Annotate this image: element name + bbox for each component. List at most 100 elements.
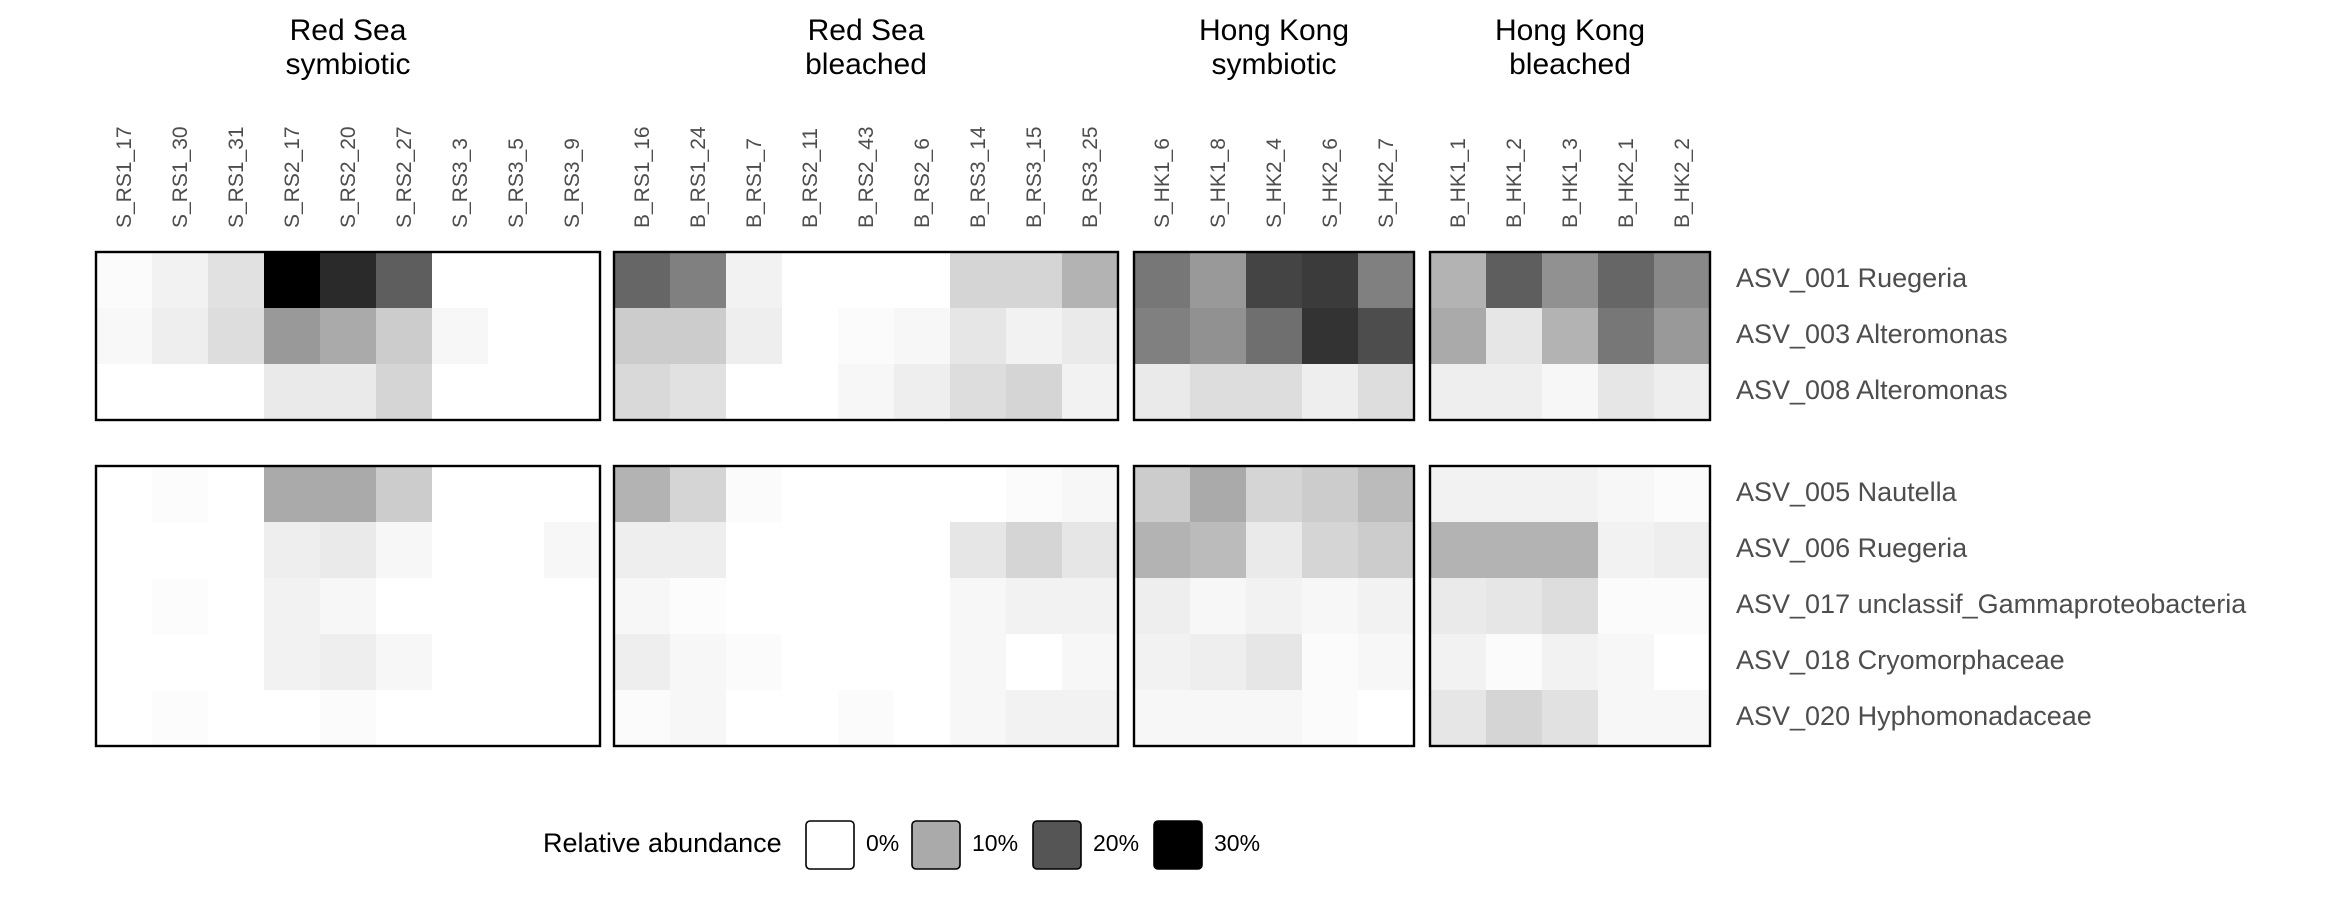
heatmap-cell bbox=[1190, 522, 1247, 579]
heatmap-cell bbox=[1062, 690, 1119, 747]
heatmap-cell bbox=[1486, 466, 1543, 523]
row-label: ASV_017 unclassif_Gammaproteobacteria bbox=[1736, 589, 2247, 619]
heatmap-cell bbox=[1302, 578, 1359, 635]
heatmap-cell bbox=[838, 252, 895, 309]
heatmap-cell bbox=[1006, 578, 1063, 635]
heatmap-cell bbox=[96, 252, 153, 309]
heatmap-cell bbox=[1302, 522, 1359, 579]
heatmap-cell bbox=[432, 690, 489, 747]
heatmap-cell bbox=[544, 690, 601, 747]
heatmap-cell bbox=[1654, 578, 1711, 635]
heatmap-cell bbox=[614, 364, 671, 421]
group-title-1-line-0: Red Sea bbox=[808, 14, 925, 47]
panel-frame bbox=[1428, 464, 1712, 748]
heatmap-cell bbox=[782, 634, 839, 691]
heatmap-cell bbox=[152, 252, 209, 309]
group-title-1-line-1: bleached bbox=[805, 48, 927, 81]
heatmap-cell bbox=[950, 522, 1007, 579]
panel-frame bbox=[1428, 250, 1712, 422]
column-label-S_RS2_27: S_RS2_27 bbox=[393, 126, 416, 228]
column-label-S_RS3_5: S_RS3_5 bbox=[505, 138, 528, 228]
heatmap-cell bbox=[726, 364, 783, 421]
panel-frame bbox=[94, 464, 602, 748]
legend-label: 20% bbox=[1093, 830, 1139, 856]
heatmap-cell bbox=[1486, 252, 1543, 309]
heatmap-cell bbox=[1062, 634, 1119, 691]
heatmap-cell bbox=[264, 252, 321, 309]
heatmap-cell bbox=[894, 522, 951, 579]
heatmap-cell bbox=[1654, 690, 1711, 747]
heatmap-cell bbox=[96, 578, 153, 635]
heatmap-cell bbox=[96, 364, 153, 421]
heatmap-cell bbox=[1006, 252, 1063, 309]
column-label-B_HK2_2: B_HK2_2 bbox=[1671, 138, 1694, 228]
heatmap-cell bbox=[1598, 578, 1655, 635]
heatmap-cell bbox=[726, 578, 783, 635]
row-label: ASV_006 Ruegeria bbox=[1736, 533, 1968, 563]
heatmap-cell bbox=[1542, 634, 1599, 691]
heatmap-cell bbox=[152, 578, 209, 635]
heatmap-cell bbox=[1654, 308, 1711, 365]
heatmap-cell bbox=[208, 252, 265, 309]
heatmap-cell bbox=[1134, 252, 1191, 309]
heatmap-cell bbox=[1542, 364, 1599, 421]
heatmap-cell bbox=[264, 522, 321, 579]
heatmap-cell bbox=[152, 522, 209, 579]
heatmap-cell bbox=[1358, 252, 1415, 309]
heatmap-cell bbox=[1542, 252, 1599, 309]
heatmap-cell bbox=[1430, 690, 1487, 747]
heatmap-cell bbox=[96, 690, 153, 747]
heatmap-cell bbox=[1246, 634, 1303, 691]
column-label-S_RS1_17: S_RS1_17 bbox=[113, 126, 136, 228]
heatmap-cell bbox=[1006, 690, 1063, 747]
heatmap-cell bbox=[1430, 578, 1487, 635]
heatmap-cell bbox=[488, 690, 545, 747]
heatmap-cell bbox=[544, 252, 601, 309]
group-title-0-line-1: symbiotic bbox=[285, 48, 410, 81]
heatmap-cell bbox=[1062, 522, 1119, 579]
heatmap-cell bbox=[1246, 690, 1303, 747]
heatmap-cell bbox=[1486, 578, 1543, 635]
heatmap-cell bbox=[488, 578, 545, 635]
legend-swatch bbox=[1153, 820, 1203, 870]
heatmap-cell bbox=[376, 364, 433, 421]
column-label-S_RS3_3: S_RS3_3 bbox=[449, 138, 472, 228]
heatmap-cell bbox=[1006, 364, 1063, 421]
heatmap-cell bbox=[432, 252, 489, 309]
heatmap-cell bbox=[208, 634, 265, 691]
heatmap-cell bbox=[152, 466, 209, 523]
heatmap-cell bbox=[1598, 690, 1655, 747]
heatmap-cell bbox=[1358, 690, 1415, 747]
heatmap-cell bbox=[1134, 308, 1191, 365]
heatmap-cell bbox=[1542, 308, 1599, 365]
heatmap-cell bbox=[894, 634, 951, 691]
heatmap-cell bbox=[376, 252, 433, 309]
heatmap-cell bbox=[152, 634, 209, 691]
heatmap-cell bbox=[1006, 466, 1063, 523]
heatmap-cell bbox=[1542, 690, 1599, 747]
heatmap-cell bbox=[670, 364, 727, 421]
heatmap-cell bbox=[1190, 466, 1247, 523]
row-label: ASV_003 Alteromonas bbox=[1736, 319, 2008, 349]
heatmap-cell bbox=[432, 364, 489, 421]
heatmap-cell bbox=[1598, 252, 1655, 309]
column-label-S_RS2_17: S_RS2_17 bbox=[281, 126, 304, 228]
heatmap-cell bbox=[614, 634, 671, 691]
heatmap-cell bbox=[264, 578, 321, 635]
heatmap-cell bbox=[1062, 578, 1119, 635]
heatmap-cell bbox=[264, 308, 321, 365]
column-label-S_HK1_6: S_HK1_6 bbox=[1151, 138, 1174, 228]
heatmap-cell bbox=[544, 466, 601, 523]
heatmap-cell bbox=[544, 308, 601, 365]
heatmap-cell bbox=[1358, 578, 1415, 635]
heatmap-cell bbox=[1598, 364, 1655, 421]
heatmap-cell bbox=[1246, 522, 1303, 579]
row-label: ASV_008 Alteromonas bbox=[1736, 375, 2008, 405]
heatmap-cell bbox=[1598, 522, 1655, 579]
column-label-B_RS1_24: B_RS1_24 bbox=[687, 126, 710, 228]
heatmap-cell bbox=[1358, 308, 1415, 365]
heatmap-cell bbox=[782, 252, 839, 309]
heatmap-cell bbox=[376, 690, 433, 747]
heatmap-cell bbox=[152, 690, 209, 747]
